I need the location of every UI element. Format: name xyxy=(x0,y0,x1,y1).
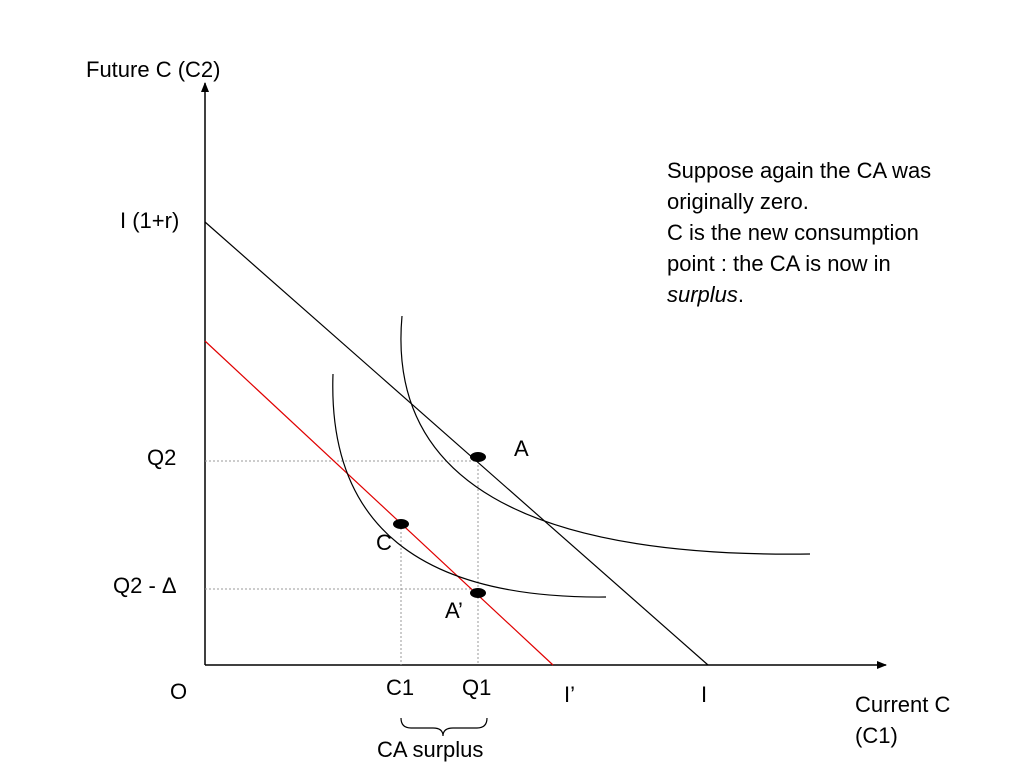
point-c-marker xyxy=(393,519,409,529)
point-a-label: A xyxy=(514,436,529,461)
point-a-prime-label: A’ xyxy=(445,598,463,623)
note-line-5: surplus. xyxy=(667,279,997,310)
c1-label: C1 xyxy=(386,675,414,700)
i-label: I xyxy=(701,682,707,707)
point-c-label: C xyxy=(376,530,392,555)
explanation-note: Suppose again the CA was originally zero… xyxy=(667,155,997,310)
q1-label: Q1 xyxy=(462,675,491,700)
q2-label: Q2 xyxy=(147,445,176,470)
point-a-marker xyxy=(470,452,486,462)
lower-indifference-curve xyxy=(332,373,607,598)
ca-surplus-brace xyxy=(400,717,488,737)
y-axis-label: Future C (C2) xyxy=(86,57,220,82)
budget-line xyxy=(204,221,709,666)
note-line-2: originally zero. xyxy=(667,189,809,214)
surplus-emphasis: surplus xyxy=(667,282,738,307)
i-prime-label: I’ xyxy=(564,682,575,707)
origin-label: O xyxy=(170,679,187,704)
new-budget-line xyxy=(204,340,554,666)
y-intercept-label: I (1+r) xyxy=(120,208,179,233)
note-line-3: C is the new consumption xyxy=(667,220,919,245)
note-line-4: point : the CA is now in xyxy=(667,251,891,276)
note-period: . xyxy=(737,282,745,307)
note-line-1: Suppose again the CA was xyxy=(667,158,932,183)
x-axis-label-line1: Current C xyxy=(855,692,950,717)
upper-indifference-curve xyxy=(400,315,811,555)
x-axis-label-line2: (C1) xyxy=(855,723,898,748)
point-a-prime-marker xyxy=(470,588,486,598)
q2-minus-delta-label: Q2 - Δ xyxy=(113,573,177,598)
ca-surplus-label: CA surplus xyxy=(377,737,483,762)
